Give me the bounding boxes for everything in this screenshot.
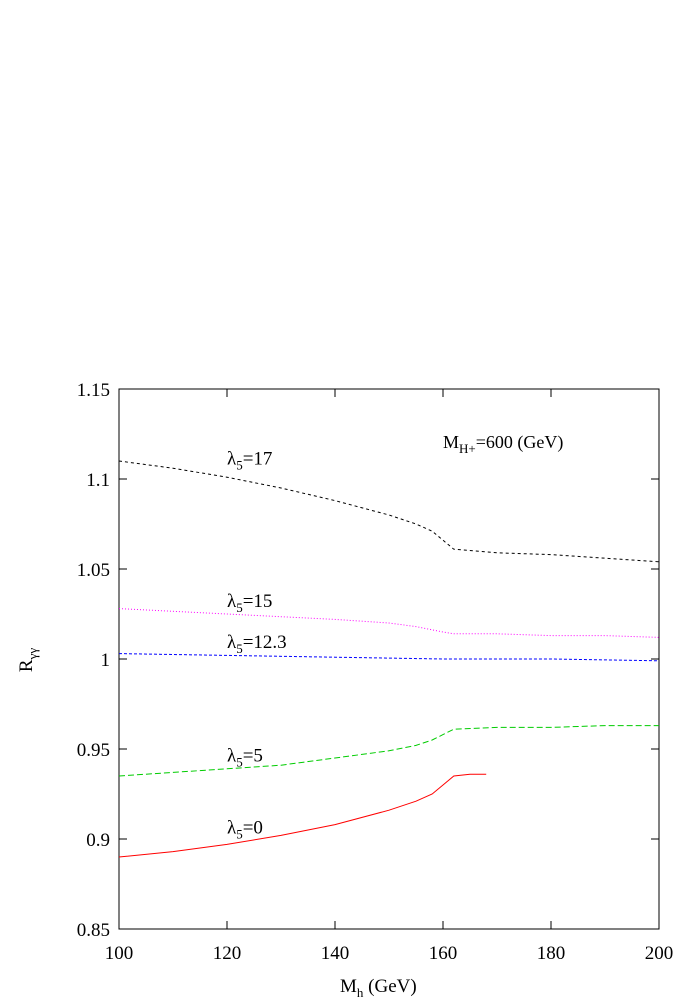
series-label-3: λ5=5 [227, 746, 263, 770]
series-label-suffix: =0 [243, 818, 263, 839]
y-axis-label-sub: γγ [25, 648, 40, 661]
series-label-1: λ5=15 [227, 591, 272, 615]
series-label-main: λ [227, 632, 237, 653]
x-tick-label: 160 [429, 943, 458, 964]
x-tick-label: 140 [321, 943, 350, 964]
series-line-1 [118, 608, 660, 638]
axis-ticks [118, 388, 660, 930]
series-label-sub: 5 [236, 641, 243, 656]
series-label-sub: 5 [236, 755, 243, 770]
x-axis-label: Mh (GeV) [340, 976, 417, 1000]
y-tick-label: 0.95 [77, 740, 110, 761]
series-line-2 [118, 653, 660, 662]
x-axis-label-sub: h [357, 985, 364, 1000]
series-lines [118, 460, 660, 858]
y-axis-label: Rγγ [16, 648, 40, 672]
series-label-main: λ [227, 449, 237, 470]
x-tick-label: 180 [537, 943, 566, 964]
series-label-main: λ [227, 746, 237, 767]
series-line-4 [118, 773, 487, 858]
x-tick-label: 120 [213, 943, 242, 964]
y-tick-label: 1.05 [77, 560, 110, 581]
series-label-main: λ [227, 818, 237, 839]
series-label-2: λ5=12.3 [227, 632, 287, 656]
chart-annotation: MH+=600 (GeV) [443, 432, 563, 456]
series-line-3 [118, 725, 659, 777]
series-label-sub: 5 [236, 458, 243, 473]
y-tick-label: 0.85 [77, 920, 110, 941]
series-label-sub: 5 [236, 827, 243, 842]
series-label-suffix: =17 [243, 449, 273, 470]
x-tick-label: 200 [645, 943, 674, 964]
series-label-0: λ5=17 [227, 449, 272, 473]
y-tick-label: 1.15 [77, 380, 110, 401]
series-label-suffix: =5 [243, 746, 263, 767]
annotation-suffix: =600 (GeV) [476, 432, 564, 453]
annotation-main: M [443, 432, 459, 452]
y-axis-label-main: R [16, 659, 37, 672]
tick-labels: 100 120 140 160 180 200 0.85 0.9 0.95 1 1.05 1.1 1.1… [77, 380, 674, 964]
x-axis-label-main: M [340, 976, 357, 997]
series-label-4: λ5=0 [227, 818, 263, 842]
y-tick-label: 0.9 [86, 830, 110, 851]
series-label-sub: 5 [236, 600, 243, 615]
annotation-sub: H+ [459, 441, 476, 456]
y-tick-label: 1 [101, 650, 111, 671]
series-line-0 [118, 460, 660, 563]
x-axis-label-suffix: (GeV) [363, 976, 416, 997]
x-tick-label: 100 [105, 943, 134, 964]
y-tick-label: 1.1 [86, 470, 110, 491]
series-label-main: λ [227, 591, 237, 612]
series-label-suffix: =12.3 [243, 632, 287, 653]
series-label-suffix: =15 [243, 591, 273, 612]
